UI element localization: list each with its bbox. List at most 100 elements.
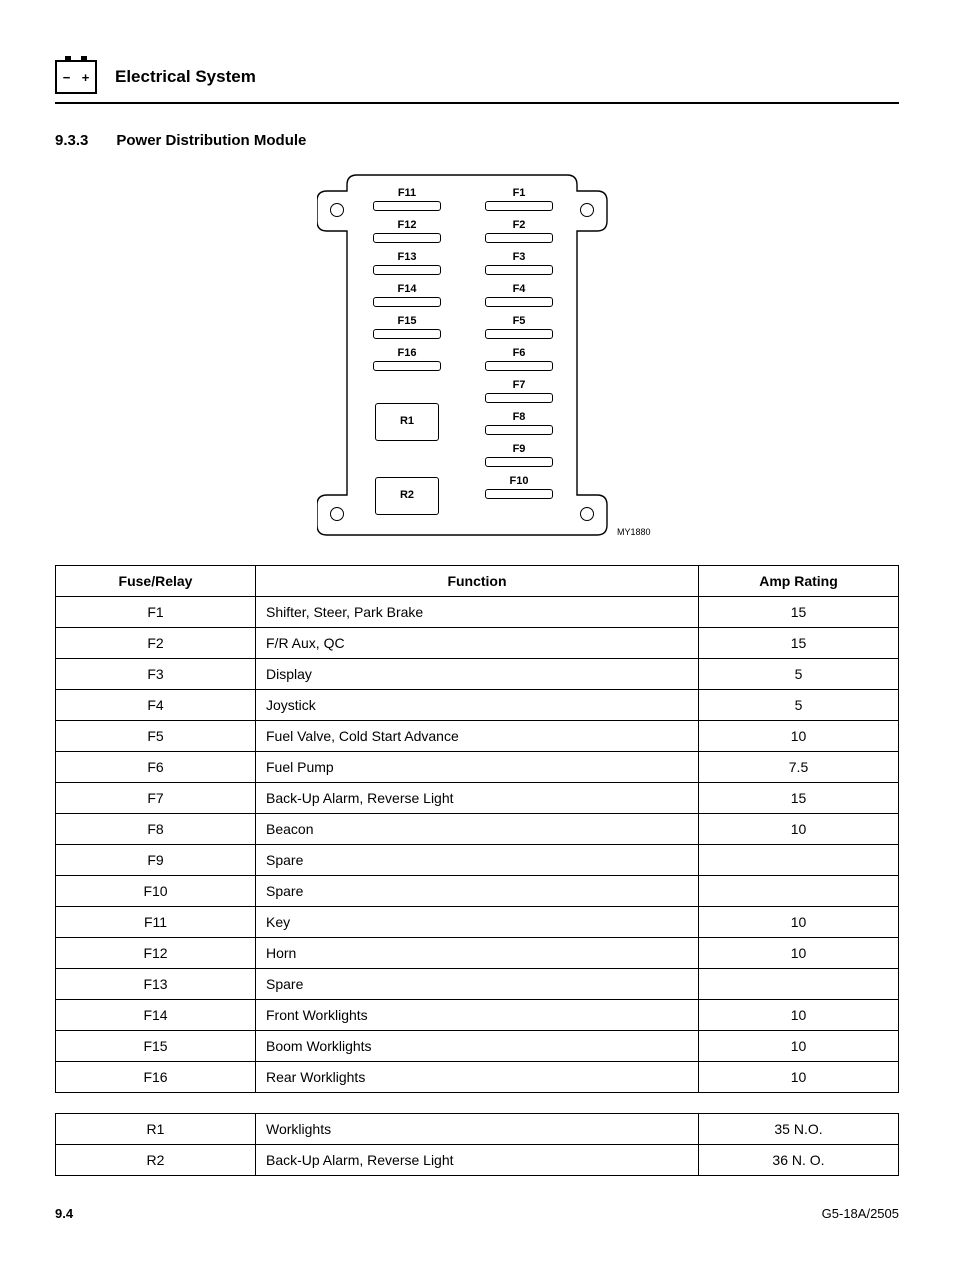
cell-function: Spare: [256, 969, 699, 1000]
cell-function: Joystick: [256, 690, 699, 721]
fuse-label: F14: [373, 283, 441, 295]
fuse-label: F4: [485, 283, 553, 295]
fuse-label: F9: [485, 443, 553, 455]
cell-amp-rating: 36 N. O.: [699, 1145, 899, 1176]
section-number: 9.3.3: [55, 132, 88, 149]
fuse-slot: [485, 297, 553, 307]
table-row: F3Display5: [56, 659, 899, 690]
cell-function: Worklights: [256, 1114, 699, 1145]
cell-amp-rating: 15: [699, 628, 899, 659]
cell-function: Rear Worklights: [256, 1062, 699, 1093]
cell-function: Shifter, Steer, Park Brake: [256, 597, 699, 628]
cell-fuse-relay: F3: [56, 659, 256, 690]
screw-hole-icon: [330, 203, 344, 217]
cell-fuse-relay: F12: [56, 938, 256, 969]
cell-function: Key: [256, 907, 699, 938]
cell-fuse-relay: F7: [56, 783, 256, 814]
fuse-label: F13: [373, 251, 441, 263]
cell-fuse-relay: F5: [56, 721, 256, 752]
fuse-label: F3: [485, 251, 553, 263]
fuse-label: F15: [373, 315, 441, 327]
fuse-label: F16: [373, 347, 441, 359]
table-row: F12Horn10: [56, 938, 899, 969]
cell-amp-rating: [699, 845, 899, 876]
table-row: F16Rear Worklights10: [56, 1062, 899, 1093]
cell-amp-rating: 7.5: [699, 752, 899, 783]
cell-amp-rating: 10: [699, 907, 899, 938]
fuse-label: F1: [485, 187, 553, 199]
fuse-slot: [485, 425, 553, 435]
fuse-slot: [485, 329, 553, 339]
fuse-slot: [373, 361, 441, 371]
fuse-slot: [485, 489, 553, 499]
cell-amp-rating: 10: [699, 938, 899, 969]
cell-fuse-relay: R1: [56, 1114, 256, 1145]
cell-fuse-relay: F6: [56, 752, 256, 783]
table-row: F14Front Worklights10: [56, 1000, 899, 1031]
table-row: F5Fuel Valve, Cold Start Advance10: [56, 721, 899, 752]
table-row: F8Beacon10: [56, 814, 899, 845]
table-row: F10Spare: [56, 876, 899, 907]
cell-fuse-relay: F13: [56, 969, 256, 1000]
cell-amp-rating: 10: [699, 1062, 899, 1093]
cell-function: Back-Up Alarm, Reverse Light: [256, 1145, 699, 1176]
cell-fuse-relay: F14: [56, 1000, 256, 1031]
cell-amp-rating: 10: [699, 1000, 899, 1031]
cell-amp-rating: 5: [699, 690, 899, 721]
table-row: F9Spare: [56, 845, 899, 876]
cell-fuse-relay: F2: [56, 628, 256, 659]
fuse-label: F12: [373, 219, 441, 231]
screw-hole-icon: [580, 507, 594, 521]
fuse-slot: [373, 297, 441, 307]
table-row: F7Back-Up Alarm, Reverse Light15: [56, 783, 899, 814]
fuse-slot: [485, 201, 553, 211]
pdm-diagram: F1F2F3F4F5F6F7F8F9F10F11F12F13F14F15F16R…: [55, 169, 899, 541]
cell-function: Boom Worklights: [256, 1031, 699, 1062]
cell-function: Back-Up Alarm, Reverse Light: [256, 783, 699, 814]
screw-hole-icon: [330, 507, 344, 521]
cell-function: F/R Aux, QC: [256, 628, 699, 659]
fuse-label: F6: [485, 347, 553, 359]
page-header: −+ Electrical System: [55, 60, 899, 104]
fuse-label: F11: [373, 187, 441, 199]
fuse-slot: [373, 265, 441, 275]
cell-fuse-relay: F16: [56, 1062, 256, 1093]
cell-function: Spare: [256, 876, 699, 907]
page-number: 9.4: [55, 1206, 73, 1221]
screw-hole-icon: [580, 203, 594, 217]
fuse-slot: [373, 233, 441, 243]
fuse-slot: [485, 233, 553, 243]
cell-fuse-relay: F15: [56, 1031, 256, 1062]
cell-fuse-relay: F10: [56, 876, 256, 907]
fuse-slot: [485, 393, 553, 403]
fuse-label: F10: [485, 475, 553, 487]
page-footer: 9.4 G5-18A/2505: [55, 1206, 899, 1221]
fuse-slot: [373, 329, 441, 339]
cell-amp-rating: 10: [699, 814, 899, 845]
chapter-title: Electrical System: [115, 67, 256, 87]
cell-function: Horn: [256, 938, 699, 969]
cell-amp-rating: [699, 969, 899, 1000]
table-row: F1Shifter, Steer, Park Brake15: [56, 597, 899, 628]
cell-function: Fuel Pump: [256, 752, 699, 783]
cell-function: Spare: [256, 845, 699, 876]
cell-fuse-relay: F8: [56, 814, 256, 845]
section-title: Power Distribution Module: [116, 132, 306, 149]
doc-id: G5-18A/2505: [822, 1206, 899, 1221]
cell-function: Display: [256, 659, 699, 690]
table-row: F6Fuel Pump7.5: [56, 752, 899, 783]
col-header-amp-rating: Amp Rating: [699, 566, 899, 597]
table-row: R1Worklights35 N.O.: [56, 1114, 899, 1145]
cell-amp-rating: 5: [699, 659, 899, 690]
fuse-slot: [373, 201, 441, 211]
fuse-table: Fuse/Relay Function Amp Rating F1Shifter…: [55, 565, 899, 1093]
table-row: R2Back-Up Alarm, Reverse Light36 N. O.: [56, 1145, 899, 1176]
relay-table: R1Worklights35 N.O.R2Back-Up Alarm, Reve…: [55, 1113, 899, 1176]
fuse-label: F5: [485, 315, 553, 327]
fuse-slot: [485, 361, 553, 371]
cell-function: Fuel Valve, Cold Start Advance: [256, 721, 699, 752]
diagram-id: MY1880: [617, 527, 651, 537]
cell-fuse-relay: F1: [56, 597, 256, 628]
cell-amp-rating: 10: [699, 1031, 899, 1062]
fuse-label: F8: [485, 411, 553, 423]
